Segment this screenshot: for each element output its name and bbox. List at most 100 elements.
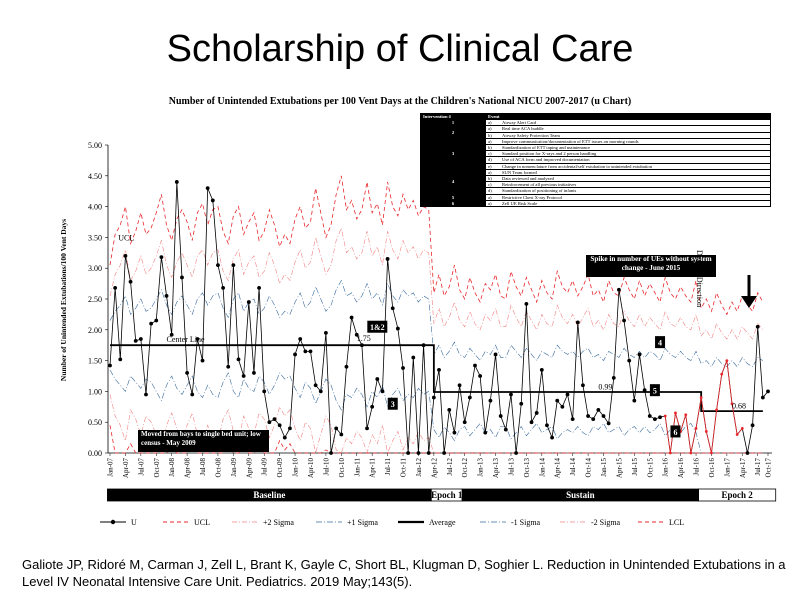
x-tick-label: Jan-13 [477,458,485,477]
header-event: Event [485,112,771,121]
spike-callout: Spike in number of UEs without system ch… [586,255,716,277]
u-point [236,357,241,362]
x-tick-label: Oct-09 [276,458,284,478]
u-point [303,349,308,354]
u-point [354,332,359,337]
u-point [586,414,590,418]
u-point [611,375,616,380]
u-point [385,257,390,261]
u-point [190,392,195,397]
intervention-table-body: 1 a) Airway Alert Card 2 a) Real time ACA hud… [420,119,771,208]
u-point [745,451,750,455]
u-point [545,423,549,428]
x-tick-label: Apr-09 [245,458,253,479]
u-point [221,286,225,290]
x-tick-label: Jan-09 [230,458,238,477]
x-tick-label: Jan-15 [600,458,608,477]
intervention-number: 4 [420,168,486,195]
u-point [113,286,118,290]
u-point [740,426,744,430]
intervention-row: 1 a) Airway Alert Card [420,119,771,127]
x-tick-label: Jul-09 [261,458,269,476]
x-tick-label: Apr-10 [307,458,315,479]
u-point [395,326,400,331]
u-point [246,300,251,304]
u-point [144,392,148,397]
u-point [128,279,133,284]
x-tick-label: Oct-15 [646,458,654,478]
x-tick-label: Oct-10 [338,458,346,478]
u-point [277,423,282,428]
legend-label: U [131,518,137,527]
u-point [262,389,267,394]
u-point [313,383,318,388]
u-point [257,286,261,290]
intervention-row: 4 a) SUN Team formed [420,168,771,195]
x-tick-label: Jul-10 [322,458,330,476]
y-tick-label: 5.00 [88,141,102,150]
u-point [457,383,462,388]
intervention-marker-label: 1&2 [370,323,385,332]
u-point [617,287,621,292]
y-tick-label: 4.00 [88,203,102,212]
x-tick-label: Jul-08 [199,458,207,476]
u-point [138,337,143,341]
legend-label: +2 Sigma [263,518,294,527]
y-axis-label: Number of Unintended Extubations/100 Ven… [59,219,68,381]
u-point [704,430,708,433]
u-point [288,426,292,431]
x-tick-label: Apr-08 [184,458,192,479]
u-point [180,275,184,280]
u-point [473,363,477,368]
u-point [570,417,575,422]
u-point [509,392,513,397]
u-point [663,414,667,418]
u-point [483,430,488,435]
u-point [689,451,693,455]
u-point [699,396,703,399]
x-tick-label: Apr-11 [369,458,377,478]
u-point [241,374,246,378]
u-point [710,451,713,455]
u-point [637,352,642,357]
intervention-table-header: Intervention # Event [420,112,771,121]
u-point [503,427,508,432]
u-point [252,371,256,375]
y-tick-label: 2.50 [88,295,102,304]
x-tick-label: Oct-16 [708,458,716,478]
intervention-marker [670,425,681,438]
x-tick-label: Oct-12 [461,458,469,478]
u-point [498,414,503,418]
intervention-marker-label: 4 [658,339,662,348]
u-point [452,430,457,435]
u-point [375,377,380,381]
u-point [159,255,164,260]
intervention-number: 5 [420,193,486,201]
phase-bar [698,488,777,502]
u-point [401,366,405,370]
x-tick-label: Apr-17 [739,458,747,479]
u-point [447,407,452,412]
intervention-item-event: Change in nomenclature from accidental/s… [500,162,771,170]
x-tick-label: Jan-16 [662,458,670,477]
u-point [668,451,672,455]
avg-sustain-label: 0.99 [598,383,612,392]
series-average [110,344,763,413]
series--1-sigma [109,369,763,454]
u-point [565,392,570,397]
series--1-sigma [109,279,764,368]
x-tick-label: Jan-07 [107,458,115,477]
u-point [123,253,128,258]
x-tick-label: Oct-14 [585,458,593,478]
y-tick-label: 4.50 [88,172,102,181]
y-tick-label: 1.00 [88,387,102,396]
series-ucl [109,175,764,316]
u-point [658,415,662,420]
u-point [272,417,277,422]
u-point [622,318,626,323]
citation: Galiote JP, Ridoré M, Carman J, Zell L, … [22,557,786,589]
u-point [308,349,313,354]
x-tick-label: Jul-15 [631,458,639,476]
u-point [282,435,287,440]
x-tick-label: Jul-13 [507,458,515,476]
